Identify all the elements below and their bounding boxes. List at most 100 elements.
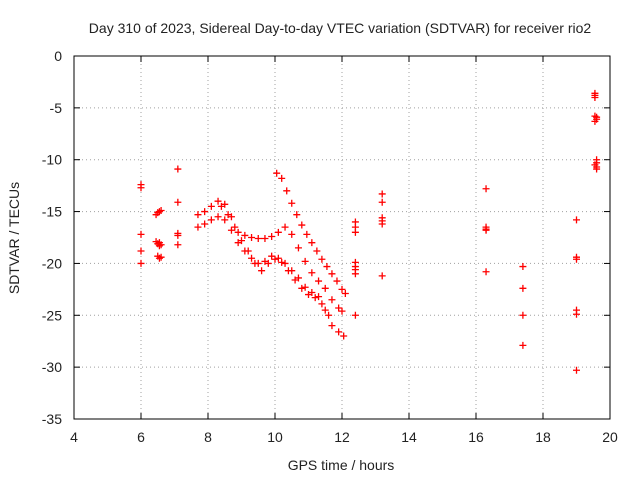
data-point: [338, 285, 346, 293]
data-point: [593, 165, 601, 173]
data-point: [378, 272, 386, 280]
series-sat-5: [378, 190, 386, 280]
data-point: [328, 270, 336, 278]
series-sat-4: [351, 218, 359, 319]
data-point: [174, 165, 182, 173]
data-point: [244, 247, 252, 255]
data-point: [278, 174, 286, 182]
data-point: [338, 307, 346, 315]
data-point: [261, 235, 269, 243]
series-sat-3: [174, 165, 182, 249]
data-point: [214, 197, 222, 205]
data-point: [234, 228, 242, 236]
data-point: [298, 284, 306, 292]
data-point: [591, 161, 599, 169]
data-point: [573, 366, 580, 374]
data-point: [207, 202, 215, 210]
data-point: [573, 255, 580, 263]
y-tick-label: -10: [42, 152, 62, 168]
data-point: [519, 284, 527, 292]
chart-title: Day 310 of 2023, Sidereal Day-to-day VTE…: [89, 20, 592, 36]
data-point: [591, 91, 599, 99]
data-point: [313, 247, 321, 255]
series-sat-1: [137, 181, 145, 267]
x-axis-label: GPS time / hours: [288, 457, 395, 473]
data-point: [137, 259, 145, 267]
data-point: [201, 208, 209, 216]
data-point: [283, 187, 291, 195]
data-point: [378, 220, 386, 228]
data-point: [323, 263, 331, 271]
data-point: [217, 202, 225, 210]
data-point: [328, 296, 336, 304]
y-tick-label: -15: [42, 204, 62, 220]
data-point: [224, 211, 232, 219]
data-point: [248, 254, 256, 262]
data-point: [341, 290, 349, 298]
y-tick-label: -30: [42, 359, 62, 375]
data-points: [137, 89, 601, 374]
x-tick-label: 6: [137, 429, 145, 445]
data-point: [238, 237, 245, 245]
data-point: [248, 234, 256, 241]
data-point: [155, 254, 163, 262]
data-point: [273, 169, 281, 177]
data-point: [157, 207, 165, 215]
data-point: [174, 198, 182, 206]
data-point: [593, 113, 601, 121]
data-point: [284, 267, 292, 275]
data-point: [301, 257, 309, 265]
data-point: [137, 247, 145, 255]
x-tick-label: 12: [334, 429, 350, 445]
y-tick-label: -25: [42, 307, 62, 323]
data-point: [268, 252, 276, 260]
x-tick-label: 8: [204, 429, 212, 445]
data-point: [335, 328, 343, 336]
x-tick-label: 10: [267, 429, 283, 445]
data-point: [194, 223, 202, 231]
data-point: [274, 228, 282, 236]
data-point: [308, 239, 316, 247]
data-point: [174, 231, 182, 239]
data-point: [378, 198, 386, 206]
data-point: [325, 311, 333, 319]
data-point: [254, 235, 262, 243]
data-point: [251, 259, 259, 267]
data-point: [311, 294, 319, 302]
data-point: [482, 185, 490, 193]
data-point: [288, 230, 296, 238]
series-arc-a: [194, 197, 346, 315]
y-tick-labels: 0 -5 -10 -15 -20 -25 -30 -35: [42, 48, 62, 427]
data-point: [231, 223, 239, 231]
series-arc-c: [217, 202, 333, 319]
data-point: [268, 232, 276, 240]
data-point: [271, 255, 279, 263]
grid-lines: [74, 56, 610, 419]
data-point: [194, 211, 202, 219]
data-point: [305, 291, 312, 299]
data-point: [318, 300, 326, 308]
data-point: [315, 293, 323, 301]
series-sat-7: [519, 263, 527, 349]
data-point: [519, 341, 527, 349]
data-point: [328, 322, 336, 330]
data-point: [301, 283, 309, 291]
data-point: [351, 228, 359, 236]
data-point: [519, 311, 527, 319]
series-sat-9: [591, 89, 601, 173]
data-point: [214, 213, 222, 221]
data-point: [207, 216, 215, 224]
data-point: [281, 259, 289, 267]
data-point: [573, 310, 580, 318]
data-point: [241, 231, 249, 239]
data-point: [573, 216, 580, 224]
data-point: [294, 244, 302, 252]
x-tick-label: 20: [602, 429, 618, 445]
x-tick-label: 18: [535, 429, 551, 445]
x-tick-label: 14: [401, 429, 417, 445]
data-point: [315, 277, 323, 285]
data-point: [137, 184, 145, 192]
axis-ticks: [73, 55, 611, 420]
series-arc-b: [194, 213, 348, 340]
